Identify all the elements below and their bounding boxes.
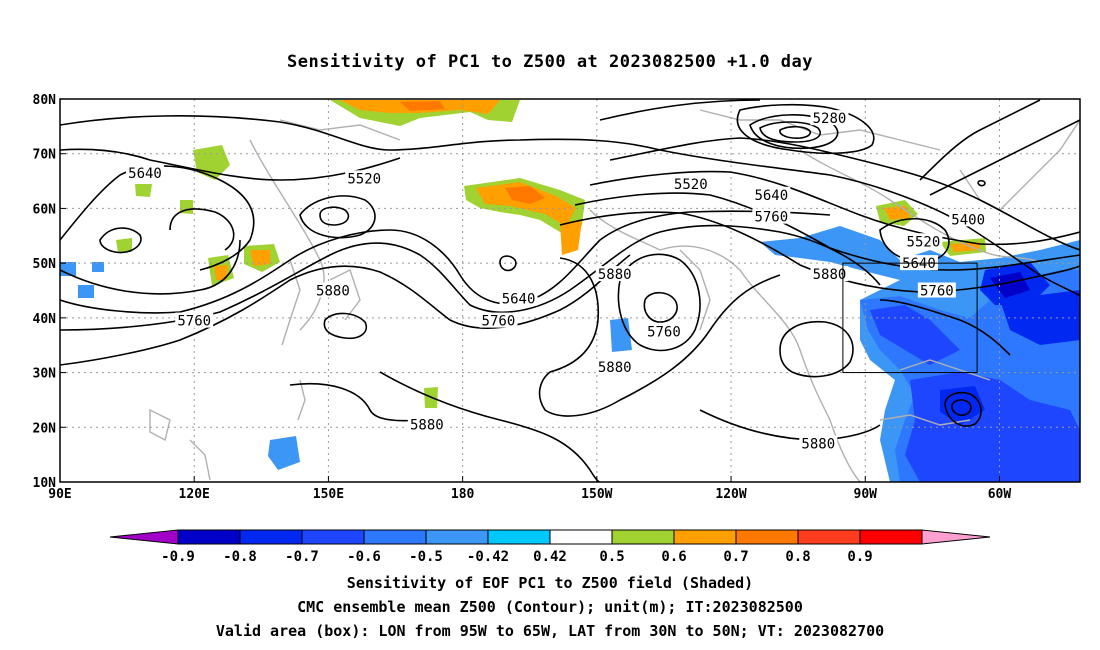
contour-label: 5520: [907, 234, 941, 250]
colorbar-tick-label: -0.8: [223, 549, 257, 565]
contour-label: 5880: [410, 418, 444, 434]
contour-label-bg: [126, 164, 164, 180]
contour-label: 5880: [813, 267, 847, 283]
chart-title: Sensitivity of PC1 to Z500 at 2023082500…: [286, 52, 813, 72]
contour-label-bg: [345, 170, 384, 186]
contour-label: 5280: [813, 111, 847, 127]
contour-label: 5760: [647, 325, 681, 341]
lat-tick-label: 30N: [33, 367, 57, 382]
lon-tick-label: 90E: [48, 487, 71, 502]
colorbar-segment: [735, 529, 799, 545]
contour-label-bg: [671, 175, 710, 191]
lon-tick-label: 120W: [715, 487, 746, 502]
lon-tick-label: 60W: [988, 487, 1012, 502]
lat-tick-label: 20N: [33, 421, 57, 436]
colorbar-tick-label: 0.5: [599, 549, 624, 565]
contour-label: 5760: [177, 314, 211, 330]
colorbar-segment: [673, 529, 737, 545]
contour-label-bg: [899, 255, 938, 271]
graticule: [60, 99, 1080, 482]
lat-tick-label: 60N: [33, 202, 57, 217]
contour-label-bg: [499, 290, 538, 306]
colorbar-segment: [487, 529, 551, 545]
contour-label: 5880: [598, 267, 632, 283]
colorbar-tick-label: -0.42: [467, 549, 509, 565]
contour-label-bg: [479, 312, 518, 328]
lon-tick-label: 120E: [179, 487, 210, 502]
contour-label-bg: [595, 359, 634, 375]
caption-line-3: Valid area (box): LON from 95W to 65W, L…: [215, 622, 885, 640]
lon-tick-label: 90W: [854, 487, 878, 502]
colorbar-tick-label: 0.7: [723, 549, 748, 565]
plot-frame: [59, 98, 1081, 483]
colorbar-segment: [549, 529, 613, 545]
contour-label: 5880: [316, 284, 350, 300]
contour-label: 5640: [502, 292, 536, 308]
valid-area-box: [842, 262, 978, 374]
colorbar-segment: [797, 529, 861, 545]
colorbar-tick-label: 0.9: [847, 549, 872, 565]
colorbar-segment: [301, 529, 365, 545]
colorbar: [109, 529, 991, 545]
colorbar-right-arrow: [921, 529, 991, 545]
contour-label-bg: [644, 323, 683, 339]
contour-label-bg: [175, 312, 214, 328]
lon-tick-label: 150E: [313, 487, 344, 502]
lat-tick-label: 80N: [33, 93, 57, 108]
lon-tick-label: 150W: [581, 487, 612, 502]
latitude-labels: 80N 70N 60N 50N 40N 30N 20N 10N: [33, 93, 66, 491]
lat-tick-label: 40N: [33, 312, 57, 327]
contour-label-bg: [313, 282, 352, 298]
contour-label: 5520: [674, 177, 708, 193]
caption-line-1: Sensitivity of EOF PC1 to Z500 field (Sh…: [346, 574, 754, 592]
contour-label: 5760: [754, 210, 788, 226]
lat-tick-label: 50N: [33, 257, 57, 272]
colorbar-segment: [239, 529, 303, 545]
contour-label-bg: [752, 186, 791, 202]
colorbar-labels: -0.9 -0.8 -0.7 -0.6 -0.5 -0.42 0.42 0.5 0.6 0.7 0.…: [161, 549, 873, 565]
contour-label: 5760: [482, 314, 516, 330]
contour-label-bg: [810, 110, 849, 126]
colorbar-tick-label: 0.8: [785, 549, 810, 565]
contour-label: 5760: [920, 284, 954, 300]
colorbar-tick-label: -0.6: [347, 549, 381, 565]
contour-label-bg: [407, 416, 446, 432]
contour-label-bg: [917, 282, 956, 298]
contour-labels: 5640 5520 5520 5640 5760 5280 5400 5520 5640 5760…: [126, 110, 988, 453]
colorbar-segment: [611, 529, 675, 545]
colorbar-segment: [177, 529, 241, 545]
contour-label-bg: [595, 266, 634, 282]
lat-tick-label: 70N: [33, 148, 57, 163]
colorbar-segment: [425, 529, 489, 545]
colorbar-tick-label: 0.6: [661, 549, 686, 565]
contour-label-bg: [904, 233, 943, 249]
contour-label: 5880: [598, 360, 632, 376]
contour-label: 5640: [902, 256, 936, 272]
contour-label: 5520: [347, 171, 381, 187]
contour-label-bg: [799, 435, 838, 451]
colorbar-segment: [859, 529, 923, 545]
colorbar-left-arrow: [109, 529, 179, 545]
lat-tick-label: 10N: [33, 476, 57, 491]
longitude-labels: 90E 120E 150E 180 150W 120W 90W 60W: [48, 476, 1011, 502]
contour-label-bg: [810, 266, 849, 282]
lon-tick-label: 180: [451, 487, 475, 502]
sensitivity-shading: [60, 100, 1080, 482]
contour-label: 5400: [951, 212, 985, 228]
contour-label: 5640: [754, 188, 788, 204]
colorbar-tick-label: -0.9: [161, 549, 195, 565]
colorbar-tick-label: -0.7: [285, 549, 319, 565]
colorbar-segment: [363, 529, 427, 545]
colorbar-tick-label: -0.5: [409, 549, 443, 565]
contour-label: 5640: [128, 166, 162, 182]
contour-label-bg: [949, 211, 988, 227]
caption-line-2: CMC ensemble mean Z500 (Contour); unit(m…: [297, 598, 803, 616]
contour-label: 5880: [801, 437, 835, 453]
z500-contours: [60, 99, 1080, 482]
contour-label-bg: [752, 208, 791, 224]
colorbar-tick-label: 0.42: [533, 549, 567, 565]
